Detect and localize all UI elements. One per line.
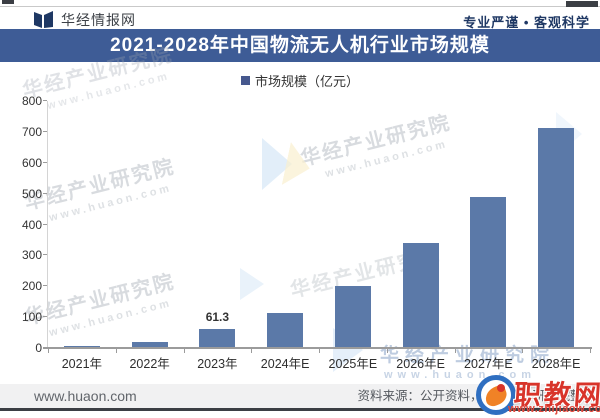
- top-left-dash: [2, 0, 14, 4]
- bar-slot: [387, 101, 455, 348]
- bar-slot: [319, 101, 387, 348]
- y-axis-label: 0: [35, 341, 42, 355]
- overlay-logo-dot-icon: [497, 384, 505, 392]
- legend-label: 市场规模（亿元）: [254, 74, 359, 89]
- bottom-divider-line: [0, 408, 600, 411]
- x-tick: [251, 349, 253, 353]
- y-tick: [43, 161, 47, 163]
- overlay-logo-url: www.zhijiaow.com: [508, 403, 600, 415]
- bar-2023年: [199, 329, 236, 348]
- x-tick: [454, 349, 456, 353]
- y-tick: [43, 100, 47, 101]
- x-axis-label: 2025年E: [328, 357, 378, 371]
- bar-slot: [116, 101, 184, 348]
- x-tick: [319, 349, 320, 353]
- x-axis-label: 2023年: [197, 357, 238, 371]
- brand-name: 华经情报网: [61, 12, 136, 28]
- x-tick: [115, 349, 117, 353]
- chart-title-banner: 2021-2028年中国物流无人机行业市场规模: [0, 29, 600, 62]
- bar-2027年E: [470, 196, 507, 348]
- x-axis-label: 2021年: [61, 357, 103, 371]
- x-axis-label: 2022年: [129, 357, 170, 371]
- y-axis-labels: 0 100 200 300 400 500 600 700 800: [0, 94, 42, 355]
- x-axis-label: 2026年E: [396, 357, 445, 371]
- bar-2021年: [63, 345, 100, 348]
- y-axis-label: 100: [21, 310, 42, 325]
- plot-area: 61.3: [48, 101, 590, 348]
- overlay-logo-circle-icon: [476, 375, 516, 415]
- bar-2024年E: [267, 312, 304, 348]
- bar-2028年E: [538, 128, 575, 348]
- y-axis-label: 200: [21, 279, 42, 294]
- bar-2026年E: [402, 243, 439, 348]
- top-right-dash: [566, 1, 598, 7]
- x-axis-line: [43, 347, 592, 349]
- bar-slot: [48, 101, 116, 348]
- x-tick: [183, 349, 185, 353]
- chart-legend: 市场规模（亿元）: [0, 71, 600, 90]
- y-tick: [43, 130, 47, 132]
- y-axis-label: 700: [21, 124, 42, 139]
- x-axis-labels: 2021年 2022年 2023年 2024年E 2025年E 2026年E 2027年E 2…: [48, 353, 590, 371]
- bar-slot: 61.3: [184, 101, 252, 348]
- y-axis-label: 600: [21, 155, 42, 170]
- y-tick: [43, 254, 47, 256]
- y-axis-label: 500: [21, 186, 42, 201]
- x-tick: [590, 349, 591, 353]
- x-axis-label: 2024年E: [260, 357, 310, 371]
- overlay-logo-swoosh-icon: [482, 383, 510, 409]
- x-axis-label: 2028年E: [531, 357, 581, 371]
- bar-2025年E: [334, 285, 371, 348]
- y-tick: [43, 316, 47, 318]
- y-axis-label: 400: [21, 217, 42, 232]
- footer-site-url: www.huaon.com: [34, 388, 137, 404]
- top-hairline: [0, 6, 600, 7]
- y-axis-label: 300: [21, 248, 42, 263]
- bar-slot: [251, 101, 319, 348]
- y-tick: [43, 285, 47, 287]
- header-brand: 华经情报网: [34, 10, 136, 30]
- bar-2022年: [131, 341, 168, 348]
- y-axis-line: [47, 101, 48, 348]
- header-tagline: 专业严谨 • 客观科学: [463, 15, 590, 30]
- y-axis-ticks: [43, 100, 47, 348]
- y-tick: [43, 192, 47, 194]
- watermark-brand: 华经产业研究院: [380, 345, 556, 366]
- x-axis-label: 2027年E: [464, 357, 513, 371]
- y-tick: [43, 223, 47, 225]
- bar-slot: [455, 101, 523, 348]
- bar-slot: [522, 101, 590, 348]
- legend-swatch-icon: [240, 76, 250, 85]
- x-tick: [48, 349, 49, 353]
- x-axis-ticks: [48, 349, 591, 353]
- x-tick: [522, 349, 524, 353]
- x-tick: [386, 349, 388, 353]
- y-axis-label: 800: [21, 94, 42, 108]
- brand-logo-icon: [34, 11, 54, 29]
- bar-value-label: 61.3: [205, 310, 230, 325]
